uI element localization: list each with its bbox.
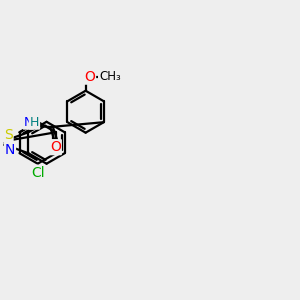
Text: N: N bbox=[24, 116, 33, 129]
Text: Cl: Cl bbox=[31, 166, 44, 180]
Text: H: H bbox=[30, 116, 39, 129]
Text: N: N bbox=[5, 143, 15, 157]
Text: CH₃: CH₃ bbox=[99, 70, 121, 83]
Text: S: S bbox=[4, 128, 13, 142]
Text: O: O bbox=[84, 70, 95, 84]
Text: O: O bbox=[50, 140, 61, 154]
